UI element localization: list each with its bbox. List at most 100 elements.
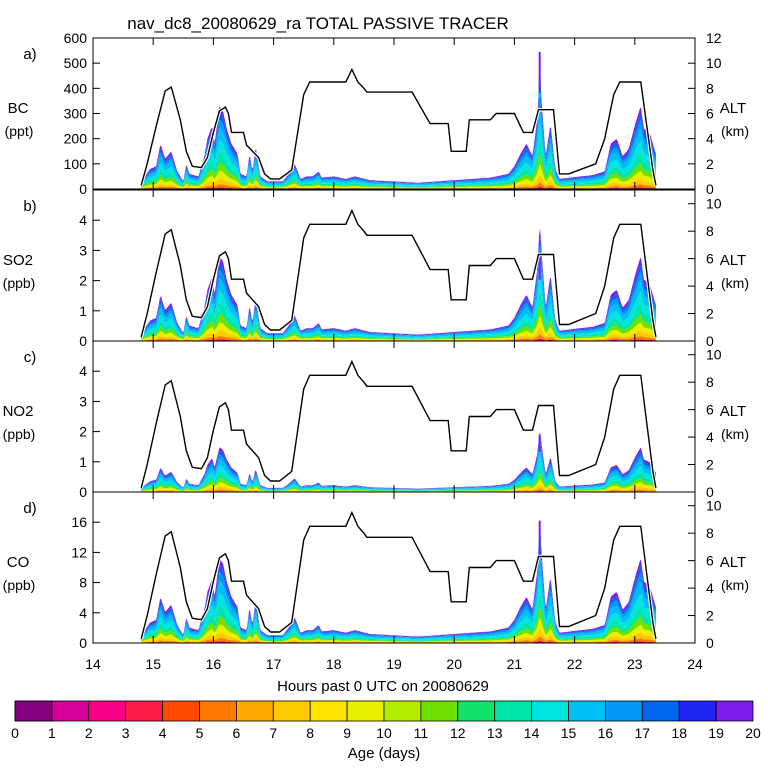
age-band-7 (141, 559, 656, 640)
age-band-5 (141, 592, 656, 641)
alt-label: ALT (720, 403, 746, 420)
age-band-1 (141, 488, 656, 492)
x-tick-label: 23 (627, 656, 643, 672)
y-tick-label: 4 (79, 212, 87, 228)
y-tick-label: 600 (64, 30, 88, 46)
age-band-9 (141, 87, 656, 184)
panel-frame (92, 189, 696, 342)
x-tick-label: 22 (567, 656, 583, 672)
panel-so2: 0 1 2 3 4 0 2 4 6 8 10 b) SO2 (ppb) ALT (km) (3, 189, 749, 349)
panel-frame (92, 491, 696, 644)
panel-letter: a) (23, 46, 36, 63)
colorbar-tick-label: 12 (450, 725, 466, 741)
alt-tick-label: 4 (706, 278, 714, 294)
alt-tick-label: 8 (706, 525, 714, 541)
x-tick-label: 24 (687, 656, 703, 672)
colorbar-tick-label: 9 (343, 725, 351, 741)
age-band-3 (141, 316, 656, 341)
altitude-line (140, 510, 657, 640)
alt-tick-label: 4 (706, 429, 714, 445)
alt-tick-label: 8 (706, 374, 714, 390)
alt-unit-label: (km) (721, 275, 749, 291)
age-band-6 (141, 576, 656, 641)
age-band-3 (141, 164, 656, 189)
alt-tick-label: 2 (706, 306, 714, 322)
colorbar-tick-label: 19 (708, 725, 724, 741)
colorbar-tick-label: 16 (598, 725, 614, 741)
x-tick-label: 19 (386, 656, 402, 672)
unit-label: (ppb) (3, 577, 36, 593)
unit-label: (ppb) (3, 275, 36, 291)
y-tick-label: 300 (64, 106, 88, 122)
age-band-3 (141, 618, 656, 643)
panel-bc: 0 100 200 300 400 500 600 0 2 4 6 8 10 12 a) BC (ppt) ALT… (5, 30, 749, 197)
alt-label: ALT (720, 100, 746, 117)
species-label: NO2 (3, 403, 34, 420)
y-tick-label: 4 (79, 605, 87, 621)
age-band-0 (141, 186, 656, 189)
altitude-line (140, 67, 657, 186)
colorbar-tick-label: 14 (524, 725, 540, 741)
alt-unit-label: (km) (721, 123, 749, 139)
age-band-6 (141, 123, 656, 187)
y-tick-label: 0 (79, 333, 87, 349)
y-tick-label: 200 (64, 131, 88, 147)
y-tick-label: 4 (79, 363, 87, 379)
y-tick-label: 2 (79, 424, 87, 440)
x-tick-label: 14 (85, 656, 101, 672)
x-axis: 14 15 16 17 18 19 20 21 22 23 24 (85, 656, 703, 672)
alt-tick-label: 2 (706, 457, 714, 473)
panel-letter: b) (23, 198, 36, 215)
age-band-2 (141, 484, 656, 492)
age-band-10 (141, 530, 656, 638)
alt-tick-label: 0 (706, 333, 714, 349)
colorbar-swatch (14, 700, 53, 722)
age-band-8 (141, 246, 656, 337)
alt-label: ALT (720, 252, 746, 269)
age-band-0 (141, 338, 656, 341)
colorbar-swatch (605, 700, 643, 722)
age-band-2 (141, 326, 656, 341)
panel-letter: d) (23, 500, 36, 517)
unit-label: (ppt) (5, 123, 34, 139)
tracer-spike (538, 244, 542, 254)
colorbar-tick-label: 0 (11, 725, 19, 741)
panels-group: 0100200300400500600024681012a)BC(ppt)ALT… (3, 30, 749, 651)
y-tick-label: 3 (79, 393, 87, 409)
alt-tick-label: 0 (706, 181, 714, 197)
colorbar-tick-label: 8 (306, 725, 314, 741)
alt-tick-label: 2 (706, 156, 714, 172)
colorbar-tick-label: 3 (122, 725, 130, 741)
y-tick-label: 1 (79, 454, 87, 470)
colorbar-tick-label: 2 (85, 725, 93, 741)
age-band-3 (141, 478, 656, 492)
alt-tick-label: 2 (706, 608, 714, 624)
panel-frame (92, 37, 696, 190)
age-band-7 (141, 107, 656, 186)
colorbar-tick-label: 17 (635, 725, 651, 741)
colorbar-swatch (568, 700, 606, 722)
y-tick-label: 0 (79, 635, 87, 651)
age-band-9 (141, 437, 656, 490)
y-tick-label: 3 (79, 242, 87, 258)
age-band-1 (141, 636, 656, 643)
colorbar: 0 1 2 3 4 5 6 7 8 9 10 11 12 13 14 15 16 17 18 19 20 (11, 700, 761, 741)
colorbar-swatch (199, 700, 237, 722)
colorbar-swatch (272, 700, 311, 722)
panel-frame (92, 340, 696, 493)
colorbar-tick-label: 5 (196, 725, 204, 741)
panel-no2: 0 1 2 3 4 0 2 4 6 8 10 c) NO2 (ppb) ALT (km) (3, 340, 749, 500)
age-band-7 (141, 257, 656, 338)
colorbar-swatch (457, 700, 496, 722)
y-tick-label: 400 (64, 80, 88, 96)
age-band-5 (141, 290, 656, 339)
x-tick-label: 20 (446, 656, 462, 672)
age-band-2 (141, 628, 656, 643)
x-tick-label: 17 (266, 656, 282, 672)
alt-tick-label: 0 (706, 635, 714, 651)
alt-tick-label: 4 (706, 580, 714, 596)
alt-tick-label: 10 (706, 498, 722, 514)
colorbar-tick-label: 13 (487, 725, 503, 741)
age-band-10 (141, 78, 656, 184)
